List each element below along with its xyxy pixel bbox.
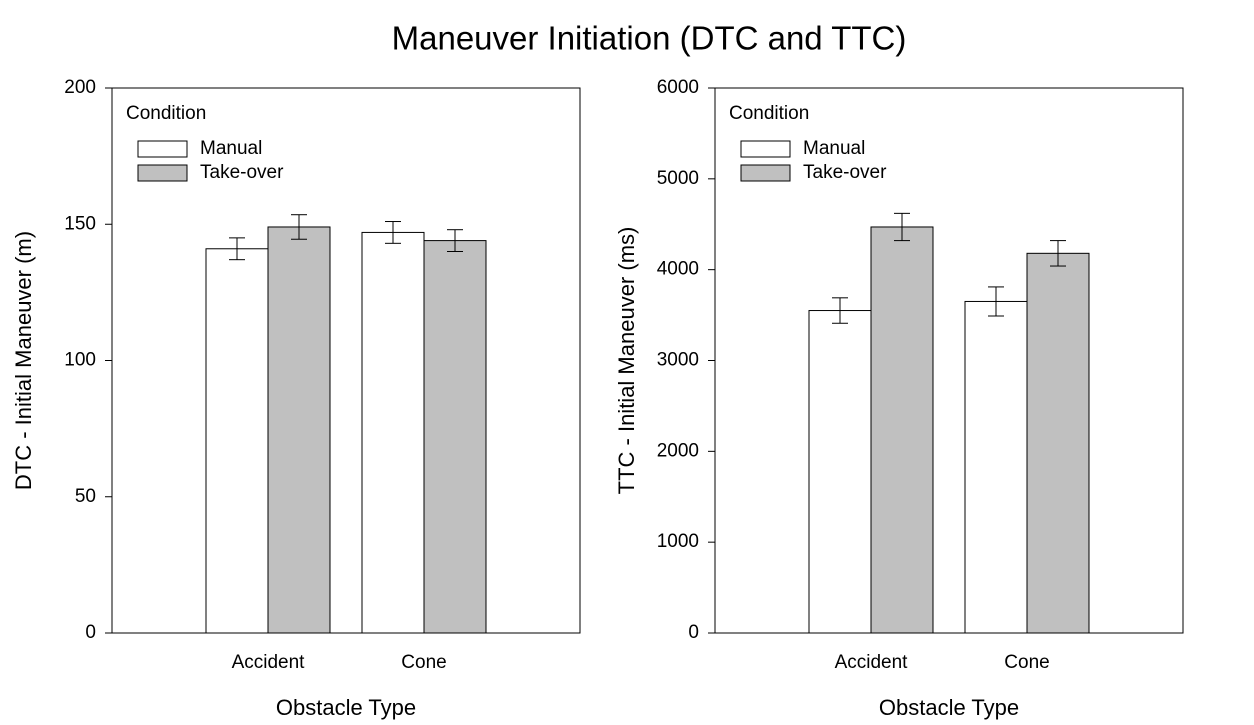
bar <box>808 310 872 634</box>
x-axis-label: Obstacle Type <box>276 695 416 720</box>
bar <box>964 300 1028 634</box>
y-tick-label: 100 <box>64 350 96 371</box>
y-axis-label: TTC - Initial Maneuver (ms) <box>614 227 639 495</box>
bar <box>361 231 425 634</box>
y-tick-label: 5000 <box>657 168 699 189</box>
x-tick-label: Accident <box>835 652 909 673</box>
y-tick-label: 4000 <box>657 259 699 280</box>
legend-swatch <box>740 164 791 182</box>
y-tick-label: 3000 <box>657 350 699 371</box>
bar <box>423 240 487 634</box>
legend-swatch <box>137 140 188 158</box>
y-tick-label: 50 <box>75 486 96 507</box>
y-tick-label: 0 <box>85 622 96 643</box>
legend-swatch <box>740 140 791 158</box>
legend-swatch <box>137 164 188 182</box>
legend-label: Manual <box>200 138 262 159</box>
y-tick-label: 0 <box>688 622 699 643</box>
y-tick-label: 200 <box>64 77 96 98</box>
y-tick-label: 2000 <box>657 440 699 461</box>
y-tick-label: 150 <box>64 213 96 234</box>
bar <box>205 248 269 634</box>
y-axis-label: DTC - Initial Maneuver (m) <box>11 231 36 490</box>
x-tick-label: Cone <box>401 652 446 673</box>
x-axis-label: Obstacle Type <box>879 695 1019 720</box>
bar <box>267 226 331 634</box>
figure-title: Maneuver Initiation (DTC and TTC) <box>392 20 907 57</box>
legend-label: Manual <box>803 138 865 159</box>
legend-title: Condition <box>126 103 206 124</box>
bar <box>870 226 934 634</box>
legend-label: Take-over <box>200 162 284 183</box>
legend-label: Take-over <box>803 162 887 183</box>
x-tick-label: Cone <box>1004 652 1049 673</box>
y-tick-label: 6000 <box>657 77 699 98</box>
bar <box>1026 252 1090 634</box>
x-tick-label: Accident <box>232 652 306 673</box>
legend-title: Condition <box>729 103 809 124</box>
y-tick-label: 1000 <box>657 531 699 552</box>
